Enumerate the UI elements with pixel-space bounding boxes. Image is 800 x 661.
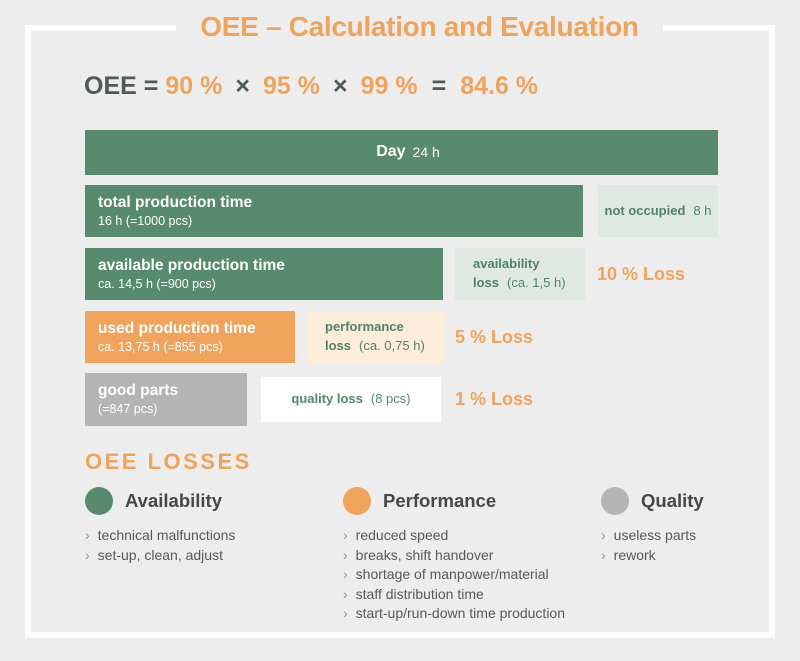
box-label-line1: performance — [325, 319, 404, 335]
box-label-line2: loss — [325, 338, 352, 353]
bar-value: 16 h (=1000 pcs) — [98, 213, 193, 228]
legend-label: Quality — [641, 490, 704, 511]
legend-performance: Performance › reduced speed › breaks, shif… — [343, 487, 565, 624]
quality-loss-list: › useless parts › rework — [601, 526, 704, 565]
oee-losses-heading: OEE LOSSES — [85, 449, 252, 474]
bar-value: (=847 pcs) — [98, 402, 158, 417]
loss-item: › useless parts — [601, 526, 704, 546]
bar-value: ca. 14,5 h (=900 pcs) — [98, 276, 216, 291]
multiply-sign: × — [235, 72, 250, 100]
availability-dot-icon — [85, 487, 113, 515]
quality-dot-icon — [601, 487, 629, 515]
loss-item-label: rework — [613, 546, 656, 563]
chevron-icon: › — [343, 585, 348, 602]
performance-loss-list: › reduced speed › breaks, shift handover ›… — [343, 526, 565, 624]
oee-formula: OEE = 90 % × 95 % × 99 % = 84.6 % — [84, 72, 538, 101]
formula-quality-value: 99 % — [360, 72, 418, 100]
loss-item: › shortage of manpower/material — [343, 565, 565, 585]
label-quality-loss-pct: 1 % Loss — [455, 388, 534, 409]
label-performance-loss-pct: 5 % Loss — [455, 326, 534, 347]
box-quality-loss: quality loss (8 pcs) — [261, 377, 441, 422]
performance-dot-icon — [343, 487, 371, 515]
bar-value: 24 h — [412, 144, 440, 161]
box-label: quality loss — [291, 391, 363, 407]
bar-used-production-time: used production time ca. 13,75 h (=855 p… — [85, 311, 295, 363]
bar-title: used production time — [98, 319, 256, 337]
legend-label: Performance — [383, 490, 497, 511]
chevron-icon: › — [601, 546, 606, 563]
bar-title: good parts — [98, 382, 179, 400]
loss-item-label: set-up, clean, adjust — [97, 546, 223, 563]
loss-item-label: reduced speed — [355, 527, 449, 543]
legend-quality: Quality › useless parts › rework — [601, 487, 704, 565]
box-value: (ca. 0,75 h) — [359, 338, 425, 353]
chevron-icon: › — [85, 527, 90, 543]
loss-item: › technical malfunctions — [85, 526, 235, 546]
legend-header: Quality — [601, 487, 704, 515]
loss-item: › staff distribution time — [343, 585, 565, 605]
loss-item-label: breaks, shift handover — [355, 546, 494, 563]
loss-item-label: useless parts — [613, 527, 697, 543]
loss-item: › reduced speed — [343, 526, 565, 546]
bar-title: available production time — [98, 256, 285, 274]
bar-value: ca. 13,75 h (=855 pcs) — [98, 339, 223, 354]
bar-good-parts: good parts (=847 pcs) — [85, 373, 247, 426]
loss-item: › set-up, clean, adjust — [85, 546, 235, 566]
loss-item-label: start-up/run-down time production — [355, 605, 565, 621]
bar-title: total production time — [98, 193, 253, 211]
bar-title: Day — [376, 143, 406, 161]
chevron-icon: › — [343, 566, 348, 582]
chevron-icon: › — [85, 546, 90, 563]
box-value: 8 h — [693, 202, 712, 218]
bar-day: Day 24 h — [85, 130, 718, 175]
equals-sign: = — [143, 72, 159, 100]
box-value: (8 pcs) — [370, 391, 411, 407]
loss-item-label: shortage of manpower/material — [355, 566, 549, 582]
multiply-sign: × — [332, 72, 348, 100]
box-label-line2: loss — [473, 275, 500, 290]
box-label-line1: availability — [473, 256, 540, 272]
box-not-occupied: not occupied 8 h — [598, 185, 718, 237]
legend-availability: Availability › technical malfunctions › se… — [85, 487, 235, 565]
box-label: not occupied — [604, 202, 686, 218]
loss-item: › rework — [601, 546, 704, 566]
box-availability-loss: availability loss (ca. 1,5 h) — [455, 248, 585, 300]
page-title: OEE – Calculation and Evaluation — [176, 5, 663, 49]
loss-item: › start-up/run-down time production — [343, 604, 565, 624]
chevron-icon: › — [343, 527, 348, 543]
box-performance-loss: performance loss (ca. 0,75 h) — [307, 311, 445, 363]
legend-header: Performance — [343, 487, 565, 515]
loss-item-label: technical malfunctions — [97, 527, 236, 543]
chevron-icon: › — [343, 546, 348, 563]
formula-result-value: 84.6 % — [460, 72, 539, 100]
availability-loss-list: › technical malfunctions › set-up, clean, … — [85, 526, 235, 565]
loss-item-label: staff distribution time — [355, 585, 484, 602]
bar-total-production-time: total production time 16 h (=1000 pcs) — [85, 185, 583, 237]
formula-oee-label: OEE — [84, 72, 137, 100]
equals-sign: = — [431, 72, 447, 100]
box-value: (ca. 1,5 h) — [507, 275, 566, 290]
formula-performance-value: 95 % — [263, 72, 320, 100]
chevron-icon: › — [343, 605, 348, 621]
legend-label: Availability — [125, 490, 222, 511]
bar-available-production-time: available production time ca. 14,5 h (=9… — [85, 248, 443, 300]
loss-item: › breaks, shift handover — [343, 546, 565, 566]
chevron-icon: › — [601, 527, 606, 543]
legend-header: Availability — [85, 487, 235, 515]
label-availability-loss-pct: 10 % Loss — [597, 263, 686, 284]
formula-availability-value: 90 % — [165, 72, 223, 100]
